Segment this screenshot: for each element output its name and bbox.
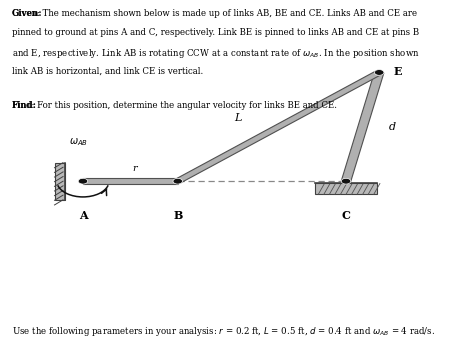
Text: $\omega_{AB}$: $\omega_{AB}$ <box>69 136 88 148</box>
Text: d: d <box>389 122 396 132</box>
Text: C: C <box>342 210 350 221</box>
Text: r: r <box>133 164 137 173</box>
Circle shape <box>341 178 351 184</box>
Text: L: L <box>235 113 242 123</box>
Text: Use the following parameters in your analysis: $r$ = 0.2 ft, $L$ = 0.5 ft, $d$ =: Use the following parameters in your ana… <box>12 325 435 338</box>
Bar <box>315 184 377 194</box>
Text: link AB is horizontal, and link CE is vertical.: link AB is horizontal, and link CE is ve… <box>12 66 203 75</box>
Text: Given:: Given: <box>12 9 43 18</box>
Polygon shape <box>83 178 178 184</box>
Polygon shape <box>341 72 384 182</box>
Circle shape <box>78 178 88 184</box>
Text: Find:: Find: <box>12 101 37 110</box>
Text: B: B <box>173 210 182 221</box>
Bar <box>55 163 65 200</box>
Circle shape <box>374 69 384 75</box>
Text: A: A <box>79 210 87 221</box>
Text: pinned to ground at pins A and C, respectively. Link BE is pinned to links AB an: pinned to ground at pins A and C, respec… <box>12 28 419 37</box>
Circle shape <box>173 178 182 184</box>
Text: and E, respectively. Link AB is rotating CCW at a constant rate of $\omega_{AB}$: and E, respectively. Link AB is rotating… <box>12 47 419 60</box>
Polygon shape <box>175 70 382 183</box>
Text: E: E <box>393 66 402 76</box>
Text: Given: The mechanism shown below is made up of links AB, BE and CE. Links AB and: Given: The mechanism shown below is made… <box>12 9 417 18</box>
Text: Find: For this position, determine the angular velocity for links BE and CE.: Find: For this position, determine the a… <box>12 101 337 110</box>
